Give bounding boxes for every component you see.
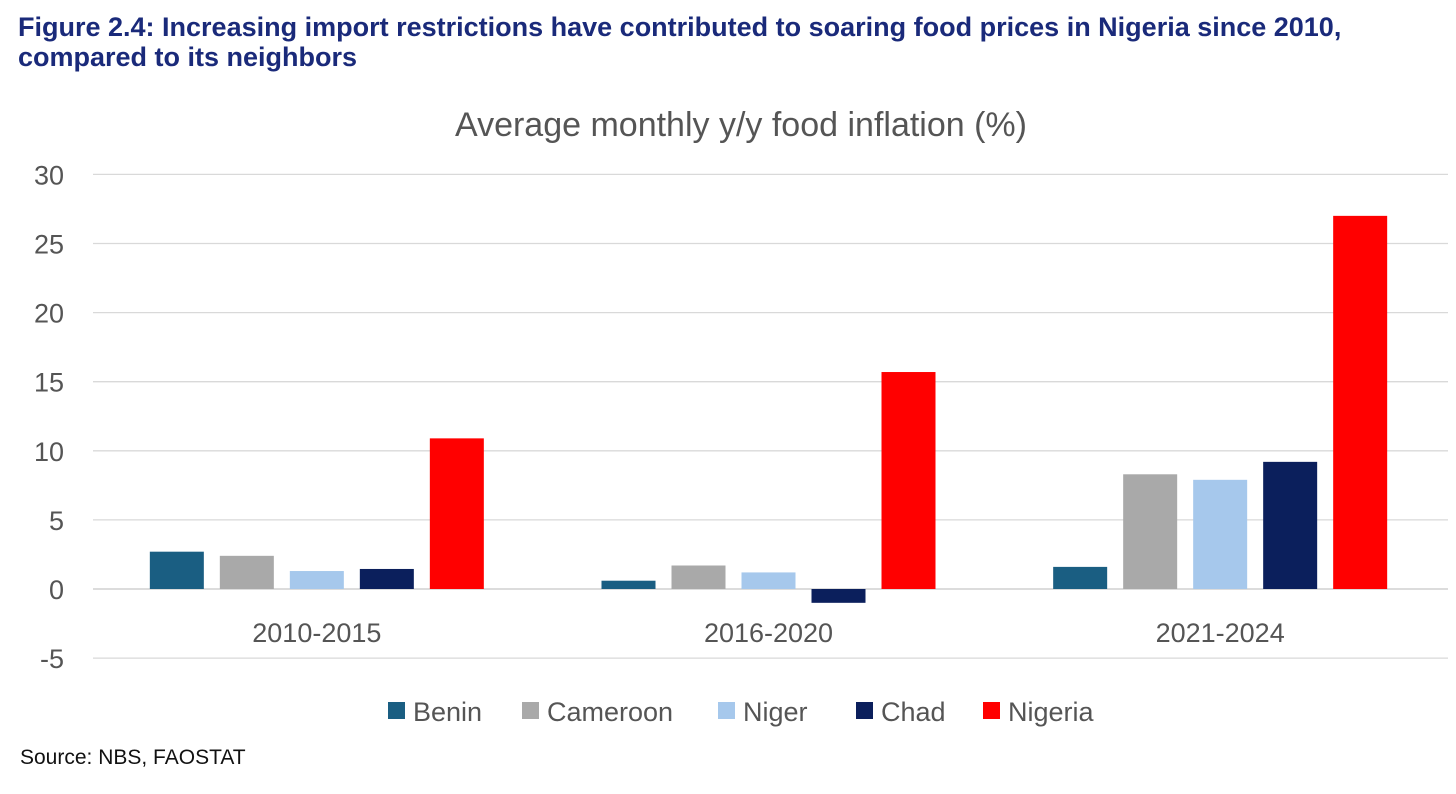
x-tick-label: 2021-2024 <box>1156 618 1285 648</box>
bar-benin-2021-2024 <box>1053 566 1108 589</box>
y-tick-label: 20 <box>34 299 64 329</box>
bar-niger-2010-2015 <box>289 571 344 589</box>
legend-label-niger: Niger <box>743 697 808 727</box>
legend-swatch-cameroon <box>522 702 539 719</box>
bar-cameroon-2010-2015 <box>219 555 274 589</box>
bar-chad-2016-2020 <box>811 589 866 603</box>
y-tick-label: 5 <box>49 506 64 536</box>
x-tick-label: 2016-2020 <box>704 618 833 648</box>
chart-title: Average monthly y/y food inflation (%) <box>455 106 1027 144</box>
legend-swatch-chad <box>856 702 873 719</box>
bar-nigeria-2010-2015 <box>429 438 484 589</box>
y-tick-label: 30 <box>34 160 64 190</box>
bar-benin-2016-2020 <box>601 580 656 589</box>
legend-label-chad: Chad <box>881 697 946 727</box>
bar-niger-2016-2020 <box>741 572 796 589</box>
y-tick-label: 25 <box>34 230 64 260</box>
bar-niger-2021-2024 <box>1193 479 1248 589</box>
legend-swatch-benin <box>388 702 405 719</box>
bar-cameroon-2016-2020 <box>671 565 726 589</box>
y-tick-label: 15 <box>34 368 64 398</box>
bar-nigeria-2016-2020 <box>881 372 936 589</box>
legend-label-cameroon: Cameroon <box>547 697 673 727</box>
bar-benin-2010-2015 <box>149 551 204 589</box>
y-tick-label: -5 <box>40 644 64 674</box>
source-note: Source: NBS, FAOSTAT <box>20 746 246 769</box>
y-tick-label: 0 <box>49 575 64 605</box>
y-tick-label: 10 <box>34 437 64 467</box>
legend-label-benin: Benin <box>413 697 482 727</box>
x-tick-label: 2010-2015 <box>252 618 381 648</box>
bar-cameroon-2021-2024 <box>1123 474 1178 589</box>
bar-chad-2021-2024 <box>1263 461 1318 589</box>
legend-swatch-niger <box>718 702 735 719</box>
bar-chad-2010-2015 <box>359 568 414 589</box>
legend-swatch-nigeria <box>983 702 1000 719</box>
bar-nigeria-2021-2024 <box>1333 215 1388 590</box>
legend-label-nigeria: Nigeria <box>1008 697 1095 727</box>
figure-title: Figure 2.4: Increasing import restrictio… <box>18 12 1342 72</box>
